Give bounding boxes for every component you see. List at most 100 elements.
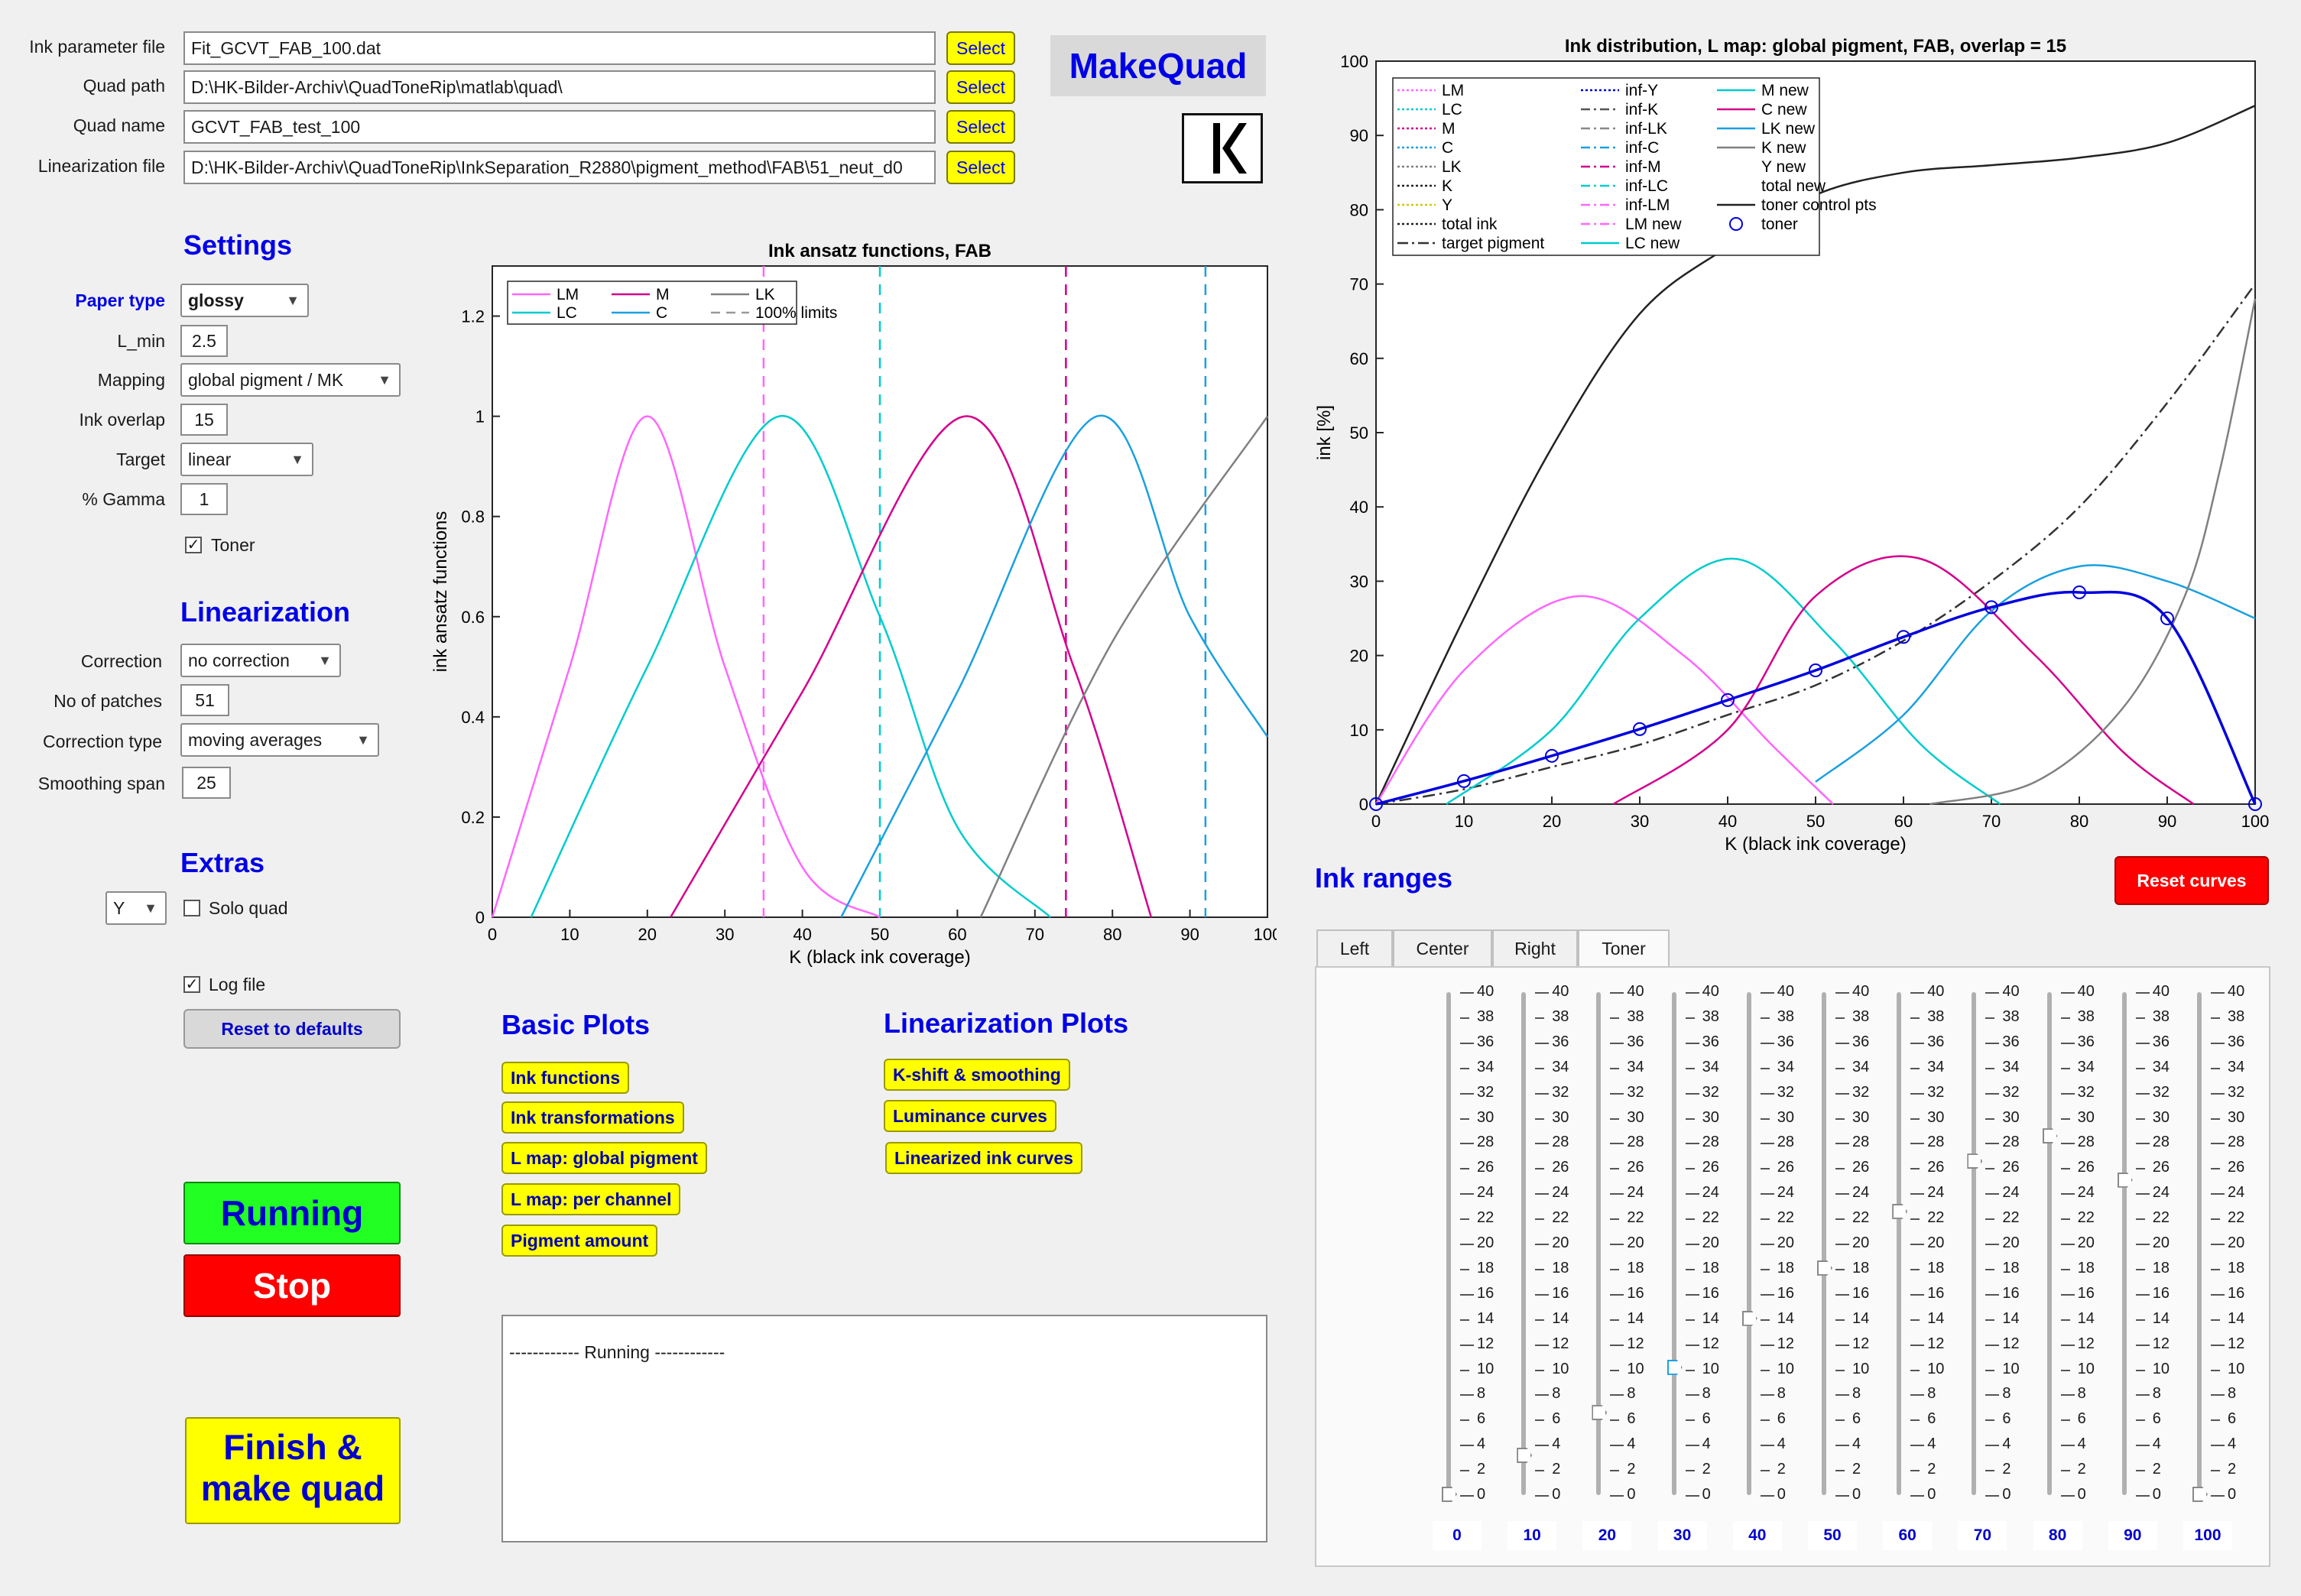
lin-file-field[interactable]: D:\HK-Bilder-Archiv\QuadToneRip\InkSepar… bbox=[183, 151, 936, 184]
slider-tick bbox=[1985, 1067, 1995, 1069]
stop-button[interactable]: Stop bbox=[183, 1254, 401, 1317]
slider-tick bbox=[2135, 1143, 2150, 1145]
paper-type-dropdown[interactable]: glossy ▼ bbox=[180, 284, 309, 317]
quad-name-label: Quad name bbox=[73, 115, 165, 135]
channel-dropdown[interactable]: Y ▼ bbox=[105, 891, 167, 925]
linearized-curves-button[interactable]: Linearized ink curves bbox=[885, 1142, 1082, 1174]
ink-functions-button[interactable]: Ink functions bbox=[501, 1062, 630, 1094]
ink-range-slider-100[interactable]: 40 38 36 34 32 30 28 26 24 22 20 18 16 14 12 10 8 6 4 2 0 100 bbox=[2183, 968, 2266, 1564]
slider-track[interactable] bbox=[1972, 992, 1977, 1495]
log-file-checkbox[interactable]: ✓ bbox=[183, 976, 200, 993]
slider-track[interactable] bbox=[2046, 992, 2052, 1495]
select-lin-file-button[interactable]: Select bbox=[946, 151, 1015, 184]
luminance-button[interactable]: Luminance curves bbox=[884, 1100, 1056, 1132]
slider-tick-label: 2 bbox=[1702, 1461, 1711, 1478]
slider-thumb[interactable] bbox=[1592, 1405, 1608, 1421]
ink-range-slider-10[interactable]: 40 38 36 34 32 30 28 26 24 22 20 18 16 14 12 10 8 6 4 2 0 10 bbox=[1507, 968, 1590, 1564]
slider-track[interactable] bbox=[1671, 992, 1676, 1495]
slider-thumb[interactable] bbox=[1892, 1203, 1908, 1219]
slider-tick-label: 38 bbox=[1852, 1007, 1870, 1025]
ink-range-slider-80[interactable]: 40 38 36 34 32 30 28 26 24 22 20 18 16 14 12 10 8 6 4 2 0 80 bbox=[2033, 968, 2116, 1564]
legend-entry: inf-M bbox=[1625, 158, 1661, 176]
slider-tick-label: 24 bbox=[1777, 1184, 1795, 1202]
select-quad-name-button[interactable]: Select bbox=[946, 110, 1015, 144]
legend-entry: M bbox=[1442, 120, 1456, 138]
tab-left[interactable]: Left bbox=[1316, 929, 1393, 966]
ink-range-slider-90[interactable]: 40 38 36 34 32 30 28 26 24 22 20 18 16 14 12 10 8 6 4 2 0 90 bbox=[2108, 968, 2191, 1564]
slider-tick bbox=[1985, 1344, 2000, 1346]
slider-track[interactable] bbox=[1446, 992, 1451, 1495]
kshift-button[interactable]: K-shift & smoothing bbox=[884, 1059, 1070, 1091]
ink-range-slider-50[interactable]: 40 38 36 34 32 30 28 26 24 22 20 18 16 14 12 10 8 6 4 2 0 50 bbox=[1808, 968, 1890, 1564]
slider-tick bbox=[1535, 1168, 1545, 1170]
slider-thumb[interactable] bbox=[1741, 1310, 1757, 1326]
patches-field[interactable]: 51 bbox=[180, 684, 229, 716]
ink-range-slider-40[interactable]: 40 38 36 34 32 30 28 26 24 22 20 18 16 14 12 10 8 6 4 2 0 40 bbox=[1732, 968, 1816, 1564]
correction-dropdown[interactable]: no correction ▼ bbox=[180, 644, 341, 677]
toner-checkbox[interactable]: ✓ bbox=[185, 537, 202, 553]
x-axis-label: K (black ink coverage) bbox=[789, 947, 970, 968]
select-quad-path-button[interactable]: Select bbox=[946, 70, 1015, 104]
pigment-amount-button[interactable]: Pigment amount bbox=[501, 1225, 658, 1257]
reset-curves-button[interactable]: Reset curves bbox=[2114, 856, 2269, 905]
slider-track[interactable] bbox=[1897, 992, 1902, 1495]
legend-entry: target pigment bbox=[1442, 235, 1544, 252]
slider-track[interactable] bbox=[1521, 992, 1527, 1495]
lmin-field[interactable]: 2.5 bbox=[180, 325, 228, 357]
log-area[interactable]: ------------ Running ------------ bbox=[501, 1315, 1267, 1542]
tab-toner[interactable]: Toner bbox=[1578, 929, 1670, 966]
slider-tick-label: 18 bbox=[1777, 1259, 1795, 1276]
slider-tick-label: 6 bbox=[1627, 1410, 1636, 1428]
tab-right[interactable]: Right bbox=[1492, 929, 1578, 966]
ink-range-slider-0[interactable]: 40 38 36 34 32 30 28 26 24 22 20 18 16 14 12 10 8 6 4 2 0 0 bbox=[1433, 968, 1515, 1564]
lmap-channel-button[interactable]: L map: per channel bbox=[501, 1183, 681, 1215]
tab-center[interactable]: Center bbox=[1393, 929, 1492, 966]
slider-tick bbox=[1460, 1419, 1469, 1422]
slider-thumb[interactable] bbox=[1967, 1153, 1983, 1169]
slider-thumb[interactable] bbox=[1817, 1260, 1832, 1276]
slider-tick-label: 0 bbox=[1702, 1486, 1711, 1503]
gamma-field[interactable]: 1 bbox=[180, 483, 228, 515]
slider-tick-label: 14 bbox=[1477, 1309, 1495, 1327]
solo-quad-checkbox[interactable] bbox=[183, 900, 200, 916]
ink-range-slider-30[interactable]: 40 38 36 34 32 30 28 26 24 22 20 18 16 14 12 10 8 6 4 2 0 30 bbox=[1657, 968, 1741, 1564]
corr-type-dropdown[interactable]: moving averages ▼ bbox=[180, 723, 379, 757]
quad-path-field[interactable]: D:\HK-Bilder-Archiv\QuadToneRip\matlab\q… bbox=[183, 70, 936, 104]
lmap-global-button[interactable]: L map: global pigment bbox=[501, 1142, 707, 1174]
slider-thumb[interactable] bbox=[1517, 1448, 1533, 1463]
x-tick-label: 70 bbox=[1026, 925, 1044, 944]
slider-thumb[interactable] bbox=[2117, 1172, 2133, 1188]
slider-thumb[interactable] bbox=[1667, 1359, 1683, 1375]
smoothing-field[interactable]: 25 bbox=[182, 767, 231, 799]
slider-label: 20 bbox=[1582, 1521, 1632, 1550]
slider-thumb[interactable] bbox=[1442, 1487, 1457, 1502]
slider-tick bbox=[1535, 1268, 1545, 1270]
ink-range-slider-60[interactable]: 40 38 36 34 32 30 28 26 24 22 20 18 16 14 12 10 8 6 4 2 0 60 bbox=[1883, 968, 1965, 1564]
finish-make-quad-button[interactable]: Finish & make quad bbox=[185, 1417, 401, 1524]
slider-thumb[interactable] bbox=[2042, 1128, 2058, 1144]
target-dropdown[interactable]: linear ▼ bbox=[180, 443, 313, 476]
slider-thumb[interactable] bbox=[2192, 1487, 2208, 1502]
select-ink-param-button[interactable]: Select bbox=[946, 31, 1015, 65]
quad-name-field[interactable]: GCVT_FAB_test_100 bbox=[183, 110, 936, 144]
basic-plots-heading: Basic Plots bbox=[501, 1009, 651, 1040]
running-button[interactable]: Running bbox=[183, 1182, 401, 1244]
ink-range-slider-70[interactable]: 40 38 36 34 32 30 28 26 24 22 20 18 16 14 12 10 8 6 4 2 0 70 bbox=[1958, 968, 2040, 1564]
ink-range-slider-20[interactable]: 40 38 36 34 32 30 28 26 24 22 20 18 16 14 12 10 8 6 4 2 0 20 bbox=[1582, 968, 1665, 1564]
mapping-dropdown[interactable]: global pigment / MK ▼ bbox=[180, 363, 401, 397]
slider-tick bbox=[1685, 1394, 1699, 1396]
series-line-target-pigment bbox=[1375, 283, 2257, 806]
overlap-field[interactable]: 15 bbox=[180, 404, 228, 436]
ink-param-field[interactable]: Fit_GCVT_FAB_100.dat bbox=[183, 31, 936, 65]
chevron-down-icon: ▼ bbox=[318, 653, 332, 668]
ink-transformations-button[interactable]: Ink transformations bbox=[501, 1101, 684, 1134]
slider-tick-label: 26 bbox=[2152, 1159, 2170, 1176]
channel-value: Y bbox=[113, 898, 125, 918]
slider-track[interactable] bbox=[2121, 992, 2127, 1495]
slider-track[interactable] bbox=[1596, 992, 1602, 1495]
slider-track[interactable] bbox=[1746, 992, 1751, 1495]
makequad-button[interactable]: MakeQuad bbox=[1050, 35, 1266, 96]
slider-track[interactable] bbox=[1822, 992, 1826, 1495]
reset-defaults-button[interactable]: Reset to defaults bbox=[183, 1009, 401, 1049]
slider-track[interactable] bbox=[2197, 992, 2202, 1495]
